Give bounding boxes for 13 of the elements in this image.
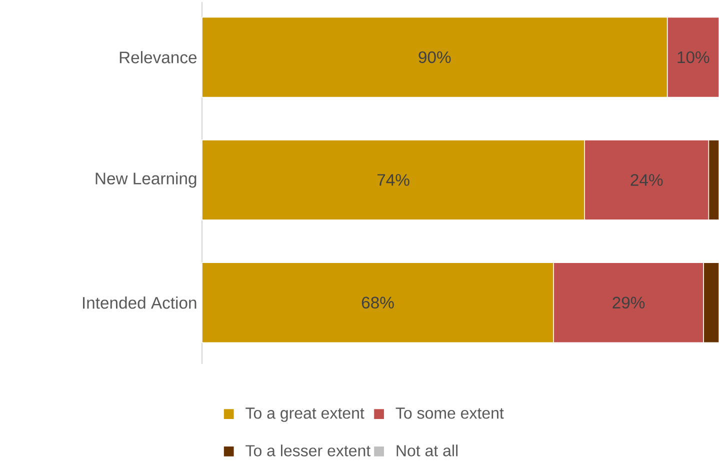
legend-label: Not at all bbox=[396, 444, 458, 456]
legend-label: To some extent bbox=[396, 408, 504, 419]
data-label: 10% bbox=[678, 51, 710, 64]
y-tick-label: Relevance bbox=[120, 51, 197, 64]
data-label: 29% bbox=[612, 296, 645, 309]
data-label: 74% bbox=[377, 174, 410, 186]
data-label: 90% bbox=[418, 51, 451, 64]
legend-label: To a lesser extent bbox=[246, 444, 370, 456]
data-label: 24% bbox=[630, 174, 663, 186]
legend-label: To a great extent bbox=[246, 408, 364, 422]
data-label: 68% bbox=[362, 296, 394, 309]
y-tick-label: New Learning bbox=[96, 172, 196, 188]
y-tick-label: Intended Action bbox=[83, 296, 196, 309]
